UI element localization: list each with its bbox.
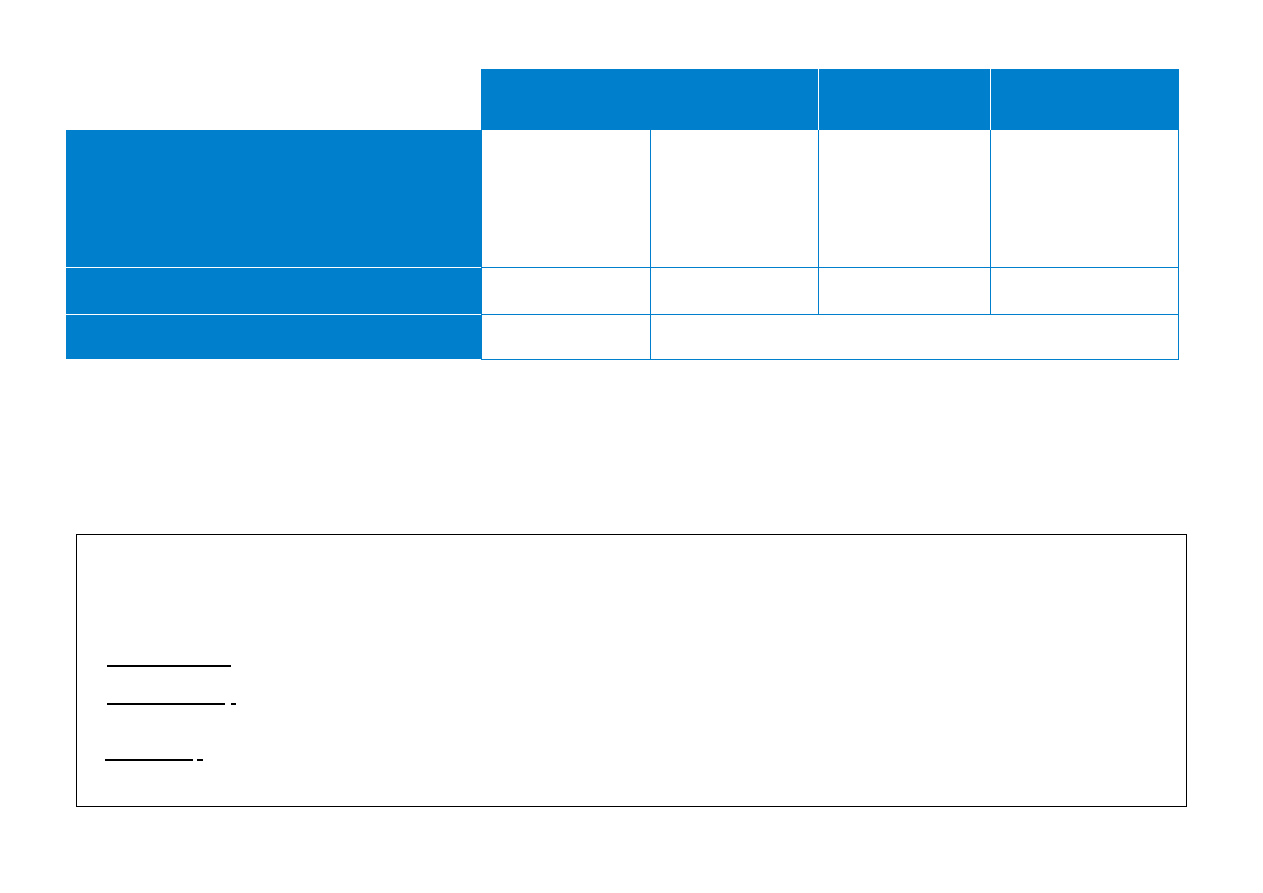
table-header-cell-2 xyxy=(819,69,990,130)
table-cell-r2c1 xyxy=(481,268,651,315)
row-label-divider-1 xyxy=(66,267,74,268)
table-cell-r3c2-merged xyxy=(651,315,1179,360)
table-cell-r2c4 xyxy=(991,268,1179,315)
legend-underline-1 xyxy=(107,665,231,667)
table-header-cell-3 xyxy=(991,69,1179,130)
table-cell-r1c2 xyxy=(651,130,819,268)
table-left-divider xyxy=(481,130,482,360)
table-row-label-2 xyxy=(66,268,481,314)
legend-box xyxy=(76,534,1187,807)
table-cell-r1c1 xyxy=(481,130,651,268)
table-cell-r1c3 xyxy=(819,130,991,268)
table-header-cell-1 xyxy=(481,69,818,130)
row-label-divider-2 xyxy=(66,314,74,315)
legend-underline-3-tail xyxy=(197,759,203,761)
table-cell-r3c1 xyxy=(481,315,651,360)
table-cell-r2c3 xyxy=(819,268,991,315)
header-divider-1 xyxy=(818,69,819,130)
table-cell-r1c4 xyxy=(991,130,1179,268)
header-divider-2 xyxy=(990,69,991,130)
table-row-label-3 xyxy=(66,315,481,359)
legend-underline-2-tail xyxy=(231,703,236,705)
table-row-label-1 xyxy=(66,130,481,267)
legend-underline-2 xyxy=(107,703,225,705)
legend-underline-3 xyxy=(105,759,193,761)
table-cell-r2c2 xyxy=(651,268,819,315)
